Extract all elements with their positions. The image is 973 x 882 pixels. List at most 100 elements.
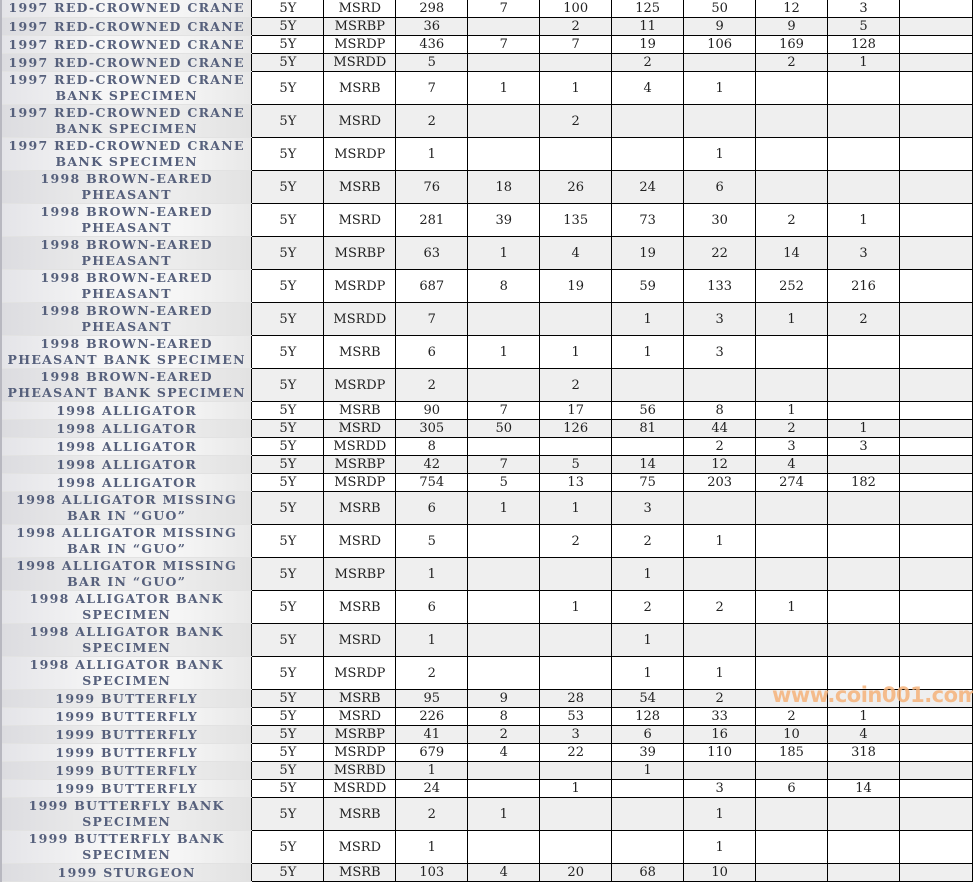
grade-col-4-cell [683, 368, 757, 402]
table-row: 1997 RED-CROWNED CRANE BANK SPECIMEN 5Y MS… [0, 71, 973, 105]
grade-col-6-cell: 14 [827, 779, 900, 798]
term-cell: 5Y [251, 725, 325, 744]
total-cell: 226 [395, 707, 469, 726]
grade-col-3-cell: 128 [611, 707, 685, 726]
grade-col-4-cell [683, 491, 757, 525]
grade-col-6-cell: 318 [827, 743, 900, 762]
grade-col-2-cell: 2 [539, 368, 613, 402]
grade-col-6-cell [827, 524, 900, 558]
grade-col-1-cell [467, 557, 541, 591]
term-cell: 5Y [251, 779, 325, 798]
grade-col-1-cell: 1 [467, 71, 541, 105]
grade-col-3-cell: 3 [611, 491, 685, 525]
grade-type-cell: MSRBD [323, 761, 397, 780]
table-row: 1998 BROWN-EARED PHEASANT BANK SPECIMEN 5… [0, 368, 973, 402]
grade-col-2-cell [539, 656, 613, 690]
total-cell: 1 [395, 557, 469, 591]
grade-col-7-cell [898, 830, 973, 864]
coin-name-cell: 1997 RED-CROWNED CRANE BANK SPECIMEN [0, 104, 253, 138]
grade-col-3-cell: 19 [611, 35, 685, 54]
grade-col-5-cell [755, 830, 829, 864]
grade-col-2-cell: 1 [539, 779, 613, 798]
grade-col-5-cell: 1 [755, 302, 829, 336]
grade-col-5-cell: 6 [755, 779, 829, 798]
grade-col-7-cell [898, 473, 973, 492]
coin-name-cell: 1998 ALLIGATOR [0, 473, 253, 492]
table-row: 1997 RED-CROWNED CRANE 5Y MSRD 298 7 100 125 50… [0, 0, 973, 18]
grade-col-1-cell [467, 17, 541, 36]
grade-col-4-cell: 1 [683, 797, 757, 831]
grade-col-7-cell [898, 623, 973, 657]
term-cell: 5Y [251, 35, 325, 54]
term-cell: 5Y [251, 707, 325, 726]
grade-col-3-cell: 1 [611, 656, 685, 690]
table-row: 1998 ALLIGATOR BANK SPECIMEN 5Y MSRDP 2 1 1 [0, 656, 973, 690]
coin-name-cell: 1999 BUTTERFLY BANK SPECIMEN [0, 797, 253, 831]
grade-col-2-cell: 126 [539, 419, 613, 438]
grade-col-7-cell [898, 797, 973, 831]
term-cell: 5Y [251, 590, 325, 624]
grade-col-7-cell [898, 0, 973, 18]
grade-col-1-cell [467, 302, 541, 336]
coin-name-cell: 1998 BROWN-EARED PHEASANT [0, 302, 253, 336]
grade-col-4-cell: 1 [683, 137, 757, 171]
grade-col-6-cell: 3 [827, 0, 900, 18]
grade-col-6-cell: 216 [827, 269, 900, 303]
grade-col-5-cell [755, 335, 829, 369]
term-cell: 5Y [251, 104, 325, 138]
table-row: 1998 ALLIGATOR MISSING BAR IN “GUO” 5Y MSR… [0, 491, 973, 525]
grade-col-5-cell [755, 368, 829, 402]
grade-type-cell: MSRB [323, 689, 397, 708]
grade-col-5-cell: 2 [755, 53, 829, 72]
table-row: 1998 BROWN-EARED PHEASANT 5Y MSRDD 7 1 3 1 2 [0, 302, 973, 336]
term-cell: 5Y [251, 797, 325, 831]
coin-name-cell: 1997 RED-CROWNED CRANE BANK SPECIMEN [0, 71, 253, 105]
grade-col-1-cell: 39 [467, 203, 541, 237]
grade-col-6-cell: 3 [827, 437, 900, 456]
grade-col-3-cell: 75 [611, 473, 685, 492]
grade-col-2-cell: 2 [539, 17, 613, 36]
grade-col-4-cell: 6 [683, 170, 757, 204]
grade-col-3-cell: 2 [611, 590, 685, 624]
grade-col-7-cell [898, 368, 973, 402]
grade-type-cell: MSRDD [323, 302, 397, 336]
grade-col-6-cell [827, 656, 900, 690]
grade-col-5-cell: 9 [755, 17, 829, 36]
grade-col-7-cell [898, 779, 973, 798]
total-cell: 42 [395, 455, 469, 474]
term-cell: 5Y [251, 419, 325, 438]
grade-col-5-cell: 1 [755, 590, 829, 624]
grade-col-6-cell [827, 335, 900, 369]
grade-type-cell: MSRBP [323, 17, 397, 36]
grade-type-cell: MSRB [323, 590, 397, 624]
coin-name-cell: 1999 BUTTERFLY BANK SPECIMEN [0, 830, 253, 864]
total-cell: 6 [395, 335, 469, 369]
grade-col-3-cell: 1 [611, 623, 685, 657]
table-row: 1998 ALLIGATOR BANK SPECIMEN 5Y MSRB 6 1 2 2 1 [0, 590, 973, 624]
grade-col-7-cell [898, 53, 973, 72]
grade-col-4-cell: 8 [683, 401, 757, 420]
grade-col-1-cell: 7 [467, 0, 541, 18]
grade-col-1-cell: 8 [467, 707, 541, 726]
grade-col-5-cell [755, 524, 829, 558]
grade-col-4-cell [683, 104, 757, 138]
grade-col-4-cell: 3 [683, 335, 757, 369]
grade-col-6-cell [827, 491, 900, 525]
table-row: 1999 BUTTERFLY 5Y MSRD 226 8 53 128 33 2 1 [0, 707, 973, 726]
grade-col-6-cell [827, 368, 900, 402]
grade-col-7-cell [898, 269, 973, 303]
total-cell: 6 [395, 590, 469, 624]
total-cell: 2 [395, 656, 469, 690]
total-cell: 36 [395, 17, 469, 36]
grade-col-4-cell: 203 [683, 473, 757, 492]
total-cell: 1 [395, 623, 469, 657]
grade-col-5-cell [755, 170, 829, 204]
grade-type-cell: MSRB [323, 491, 397, 525]
coin-name-cell: 1998 ALLIGATOR BANK SPECIMEN [0, 623, 253, 657]
grade-col-5-cell [755, 761, 829, 780]
grade-col-2-cell: 28 [539, 689, 613, 708]
coin-name-cell: 1999 STURGEON [0, 863, 253, 882]
term-cell: 5Y [251, 455, 325, 474]
grade-col-5-cell: 2 [755, 707, 829, 726]
grade-col-3-cell: 73 [611, 203, 685, 237]
